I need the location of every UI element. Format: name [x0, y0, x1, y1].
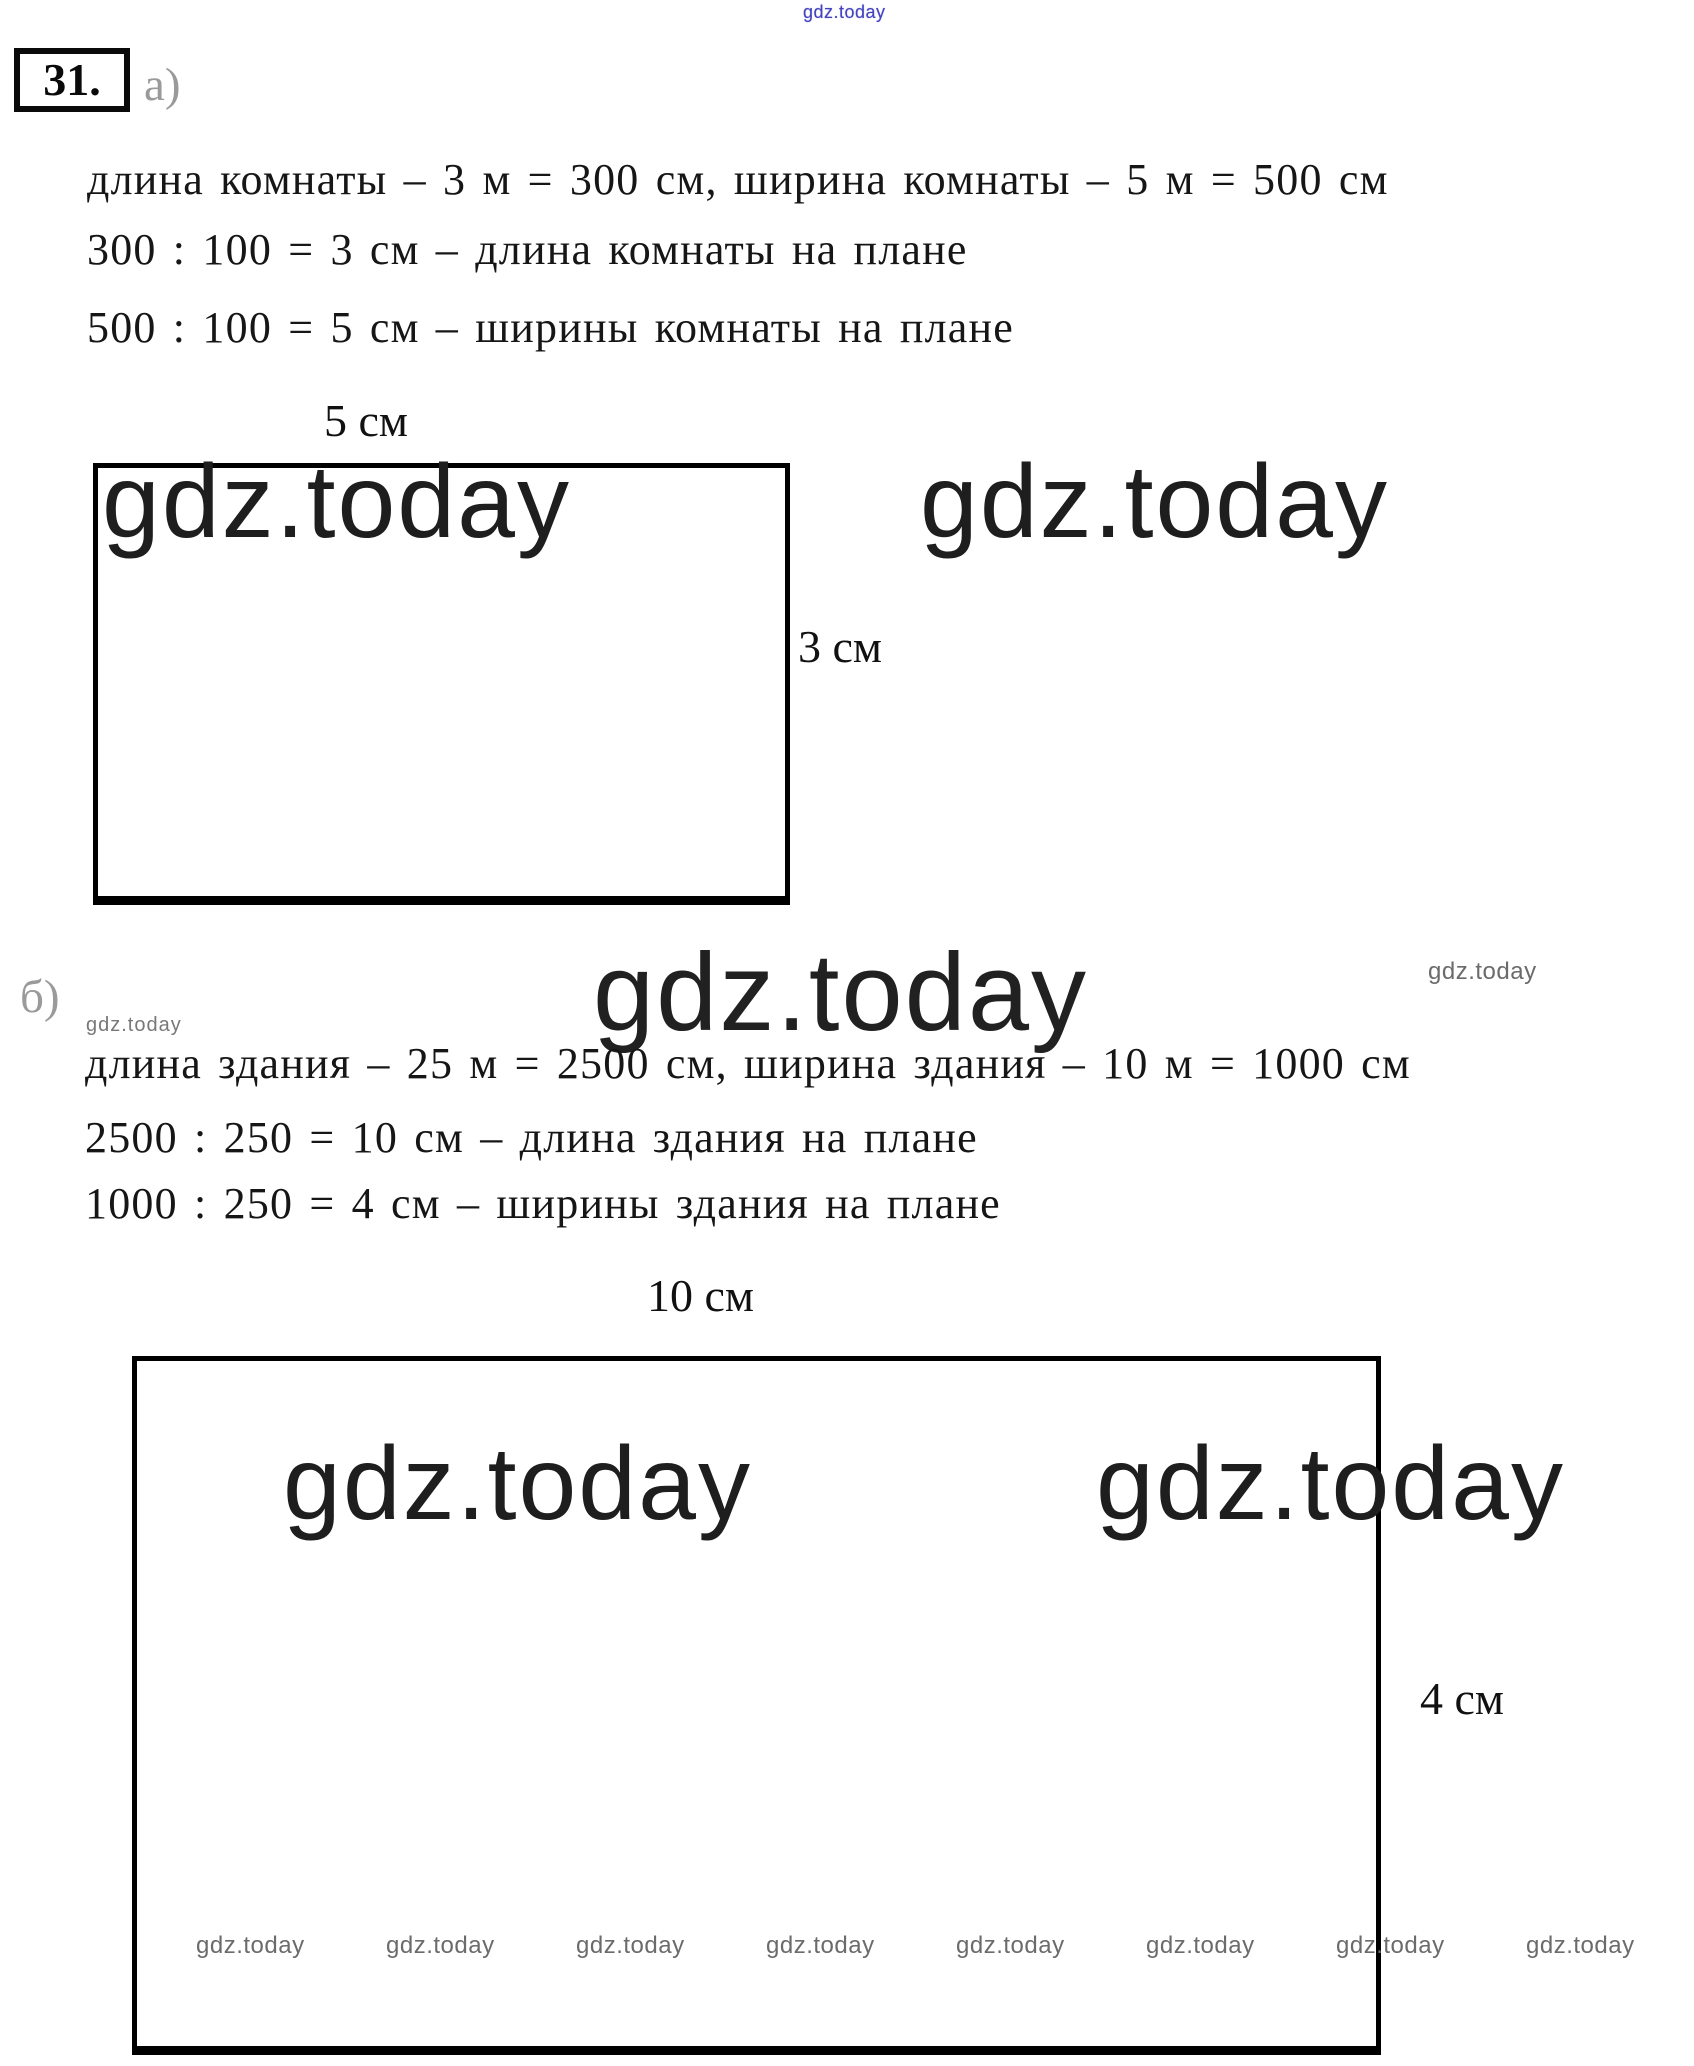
watermark-plan-b-right: gdz.today: [1096, 1426, 1565, 1542]
plan-b-height-label: 4 см: [1420, 1673, 1505, 1724]
site-watermark-top: gdz.today: [803, 2, 886, 22]
watermark-bottom-3: gdz.today: [576, 1932, 685, 1959]
watermark-bottom-1: gdz.today: [196, 1932, 305, 1959]
watermark-b-tiny: gdz.today: [86, 1014, 182, 1036]
section-a-line-1: длина комнаты – 3 м = 300 см, ширина ком…: [87, 155, 1389, 204]
watermark-plan-a-right: gdz.today: [920, 444, 1389, 560]
watermark-bottom-8: gdz.today: [1526, 1932, 1635, 1959]
plan-a-width-label: 5 см: [324, 395, 409, 446]
problem-number-box: 31.: [14, 48, 130, 112]
watermark-b-right-small: gdz.today: [1428, 958, 1537, 985]
section-b-line-2: 2500 : 250 = 10 см – длина здания на пла…: [85, 1113, 978, 1162]
part-b-label: б): [20, 971, 60, 1023]
watermark-bottom-6: gdz.today: [1146, 1932, 1255, 1959]
watermark-bottom-4: gdz.today: [766, 1932, 875, 1959]
watermark-bottom-7: gdz.today: [1336, 1932, 1445, 1959]
section-a-line-2: 300 : 100 = 3 см – длина комнаты на план…: [87, 225, 968, 274]
watermark-b-center-big: gdz.today: [593, 931, 1089, 1054]
section-b-line-1: длина здания – 25 м = 2500 см, ширина зд…: [85, 1039, 1411, 1088]
watermark-plan-b-left: gdz.today: [283, 1426, 752, 1542]
watermark-plan-a-inside: gdz.today: [102, 444, 571, 560]
watermark-bottom-2: gdz.today: [386, 1932, 495, 1959]
watermark-bottom-5: gdz.today: [956, 1932, 1065, 1959]
plan-b-width-label: 10 см: [647, 1270, 755, 1321]
problem-number: 31.: [43, 54, 101, 105]
plan-a-height-label: 3 см: [798, 621, 883, 672]
plan-b-rectangle: [132, 1356, 1381, 2055]
plan-a-rectangle: [93, 463, 790, 905]
section-a-line-3: 500 : 100 = 5 см – ширины комнаты на пла…: [87, 303, 1014, 352]
section-b-line-3: 1000 : 250 = 4 см – ширины здания на пла…: [85, 1179, 1001, 1228]
part-a-label: а): [144, 59, 181, 111]
